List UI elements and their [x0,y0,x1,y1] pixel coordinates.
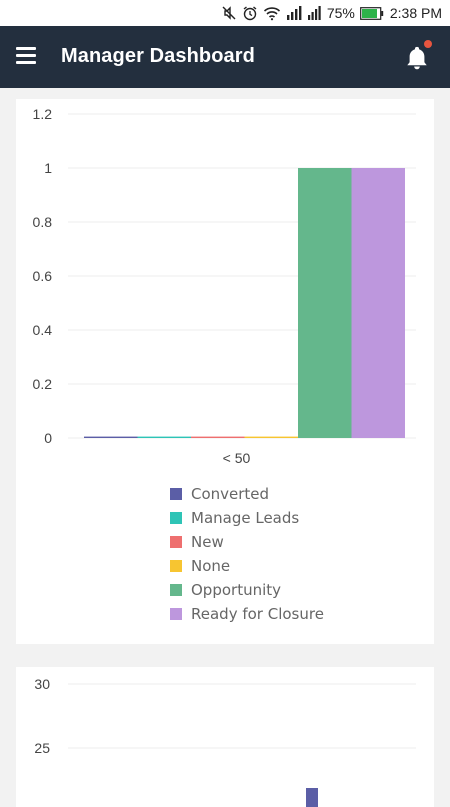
y-tick-label: 0 [44,430,52,446]
legend-swatch [170,560,182,572]
app-bar: Manager Dashboard [0,26,450,88]
legend-item[interactable]: Opportunity [170,578,324,602]
bell-icon [407,46,427,70]
legend-item[interactable]: New [170,530,324,554]
notification-badge [424,40,432,48]
status-bar: 75% 2:38 PM [0,0,450,26]
legend-swatch [170,608,182,620]
bar-ready-for-closure[interactable] [351,168,406,438]
legend-swatch [170,584,182,596]
bar-chart-2: 25 30 [34,676,416,807]
legend-label: New [191,533,224,551]
legend-item[interactable]: Ready for Closure [170,602,324,626]
legend-swatch [170,536,182,548]
x-tick-label: < 50 [223,450,251,466]
battery-percent: 75% [326,5,355,21]
legend-label: Converted [191,485,270,503]
bar[interactable] [306,788,318,807]
legend-label: Manage Leads [191,509,300,527]
battery-icon [359,6,384,20]
bar-new[interactable] [191,436,245,438]
mute-icon [221,5,237,21]
y-tick-label: 25 [34,740,50,756]
y-tick-label: 30 [34,676,50,692]
legend-swatch [170,512,182,524]
y-tick-label: 0.6 [33,268,53,284]
legend-item[interactable]: Converted [170,482,324,506]
legend-label: Ready for Closure [191,605,324,623]
hamburger-menu-icon[interactable] [16,47,38,67]
legend-label: Opportunity [191,581,282,599]
bar-none[interactable] [244,436,299,438]
alarm-icon [242,5,258,21]
y-tick-label: 1.2 [33,106,53,122]
chart-card-2: 25 30 [16,667,434,807]
clock: 2:38 PM [389,5,442,21]
signal-2-icon [307,6,321,20]
y-tick-label: 1 [44,160,52,176]
legend-label: None [191,557,231,575]
wifi-icon [263,5,281,21]
notification-button[interactable] [404,40,432,70]
chart-legend: Converted Manage Leads New None Opportunity R… [170,482,324,626]
legend-item[interactable]: None [170,554,324,578]
legend-swatch [170,488,182,500]
signal-icon [286,6,302,20]
page-title: Manager Dashboard [61,45,255,67]
bar-chart: 0 0.2 0.4 0.6 0.8 1 1.2 < 50 [33,106,416,466]
bar-converted[interactable] [84,436,138,438]
legend-item[interactable]: Manage Leads [170,506,324,530]
chart-card: 0 0.2 0.4 0.6 0.8 1 1.2 < 50 Converted Manage Le… [16,99,434,644]
bar-opportunity[interactable] [298,168,352,438]
y-tick-label: 0.8 [33,214,53,230]
y-tick-label: 0.4 [33,322,53,338]
y-tick-label: 0.2 [33,376,53,392]
bar-manage-leads[interactable] [137,436,192,438]
